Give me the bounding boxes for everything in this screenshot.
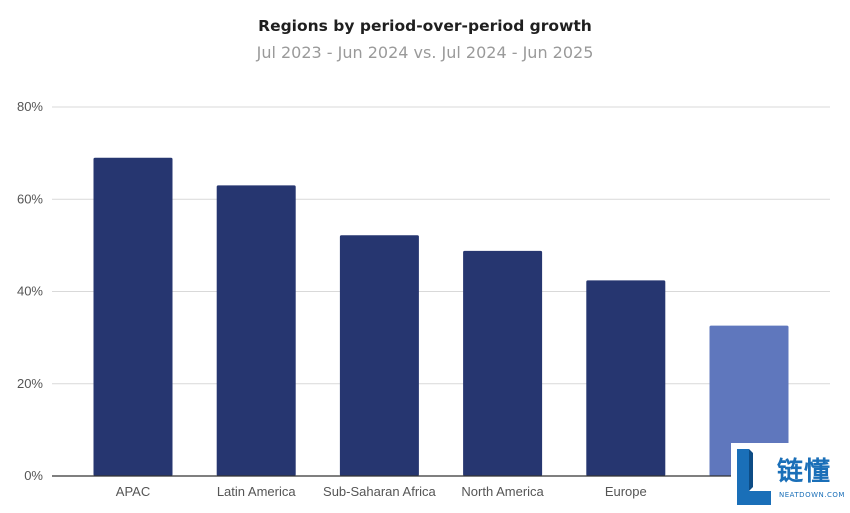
bar (339, 235, 419, 476)
watermark-logo: 链懂 NEATDOWN.COM (731, 443, 850, 513)
bars (93, 157, 789, 477)
watermark-text: 链懂 (777, 457, 832, 487)
bar (463, 250, 543, 476)
bar (93, 157, 173, 477)
bar (216, 185, 296, 476)
l-logo-icon (737, 449, 771, 505)
x-category-label: North America (461, 484, 544, 499)
bar (586, 280, 666, 476)
labels: 0% 20% 40% 60% 80% APAC Latin America Sub-Sahar… (17, 99, 647, 499)
chart-title: Regions by period-over-period growth (258, 17, 592, 35)
x-category-label: Latin America (217, 484, 297, 499)
x-category-label: Sub-Saharan Africa (323, 484, 437, 499)
y-tick-label: 80% (17, 99, 43, 114)
bar (709, 325, 789, 476)
y-tick-label: 0% (24, 468, 43, 483)
gridlines (52, 106, 830, 385)
x-category-label: APAC (116, 484, 150, 499)
x-category-label: Europe (605, 484, 647, 499)
y-tick-label: 40% (17, 284, 43, 299)
watermark-site: NEATDOWN.COM (779, 491, 845, 499)
chart-subtitle: Jul 2023 - Jun 2024 vs. Jul 2024 - Jun 2… (256, 43, 594, 62)
y-tick-label: 20% (17, 376, 43, 391)
y-tick-label: 60% (17, 191, 43, 206)
